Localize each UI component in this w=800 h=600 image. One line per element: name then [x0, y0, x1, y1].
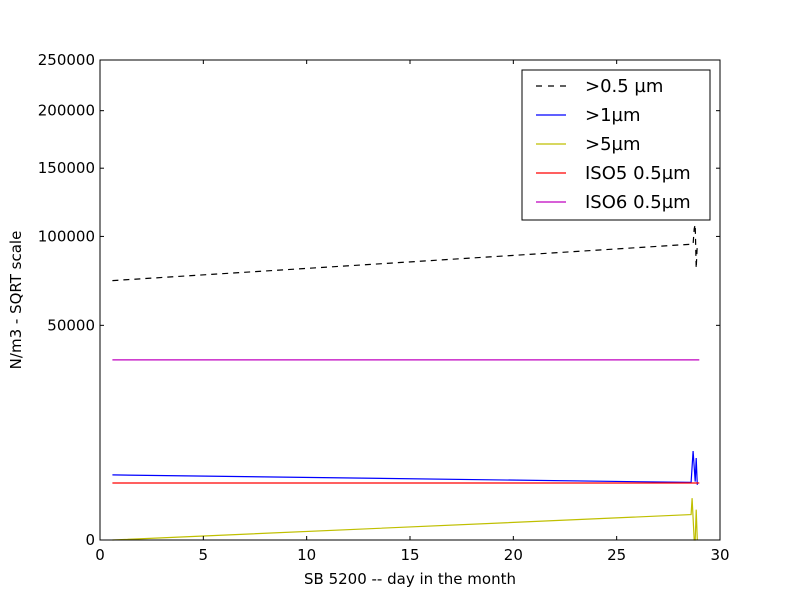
legend: >0.5 µm >1µm >5µm ISO5 0.5µm ISO6 0.5µm	[521, 69, 711, 221]
x-tick-label: 10	[297, 546, 316, 564]
legend-label: ISO6 0.5µm	[585, 192, 691, 213]
series-line-0-5-m	[112, 224, 698, 282]
y-tick-label: 50000	[47, 316, 95, 334]
series-line-1-m	[112, 450, 698, 485]
y-tick-label: 0	[85, 531, 95, 549]
y-tick-label: 250000	[38, 51, 95, 69]
legend-label: ISO5 0.5µm	[585, 163, 691, 184]
y-tick-label: 200000	[38, 102, 95, 120]
legend-label: >0.5 µm	[585, 76, 663, 97]
x-tick-label: 20	[504, 546, 523, 564]
x-axis-title: SB 5200 -- day in the month	[304, 570, 516, 588]
x-tick-label: 25	[607, 546, 626, 564]
x-tick-label: 30	[710, 546, 729, 564]
x-tick-label: 15	[400, 546, 419, 564]
x-tick-label: 5	[199, 546, 209, 564]
y-axis-title: N/m3 - SQRT scale	[7, 231, 25, 370]
tick-layer: 0 5 10 15 20 25 30 0 50000 100000 150000 200000 2500…	[38, 51, 730, 564]
x-tick-label: 0	[95, 546, 105, 564]
legend-frame	[521, 69, 711, 221]
legend-label: >5µm	[585, 134, 641, 155]
legend-label: >1µm	[585, 105, 641, 126]
y-tick-label: 150000	[38, 159, 95, 177]
y-tick-label: 100000	[38, 227, 95, 245]
